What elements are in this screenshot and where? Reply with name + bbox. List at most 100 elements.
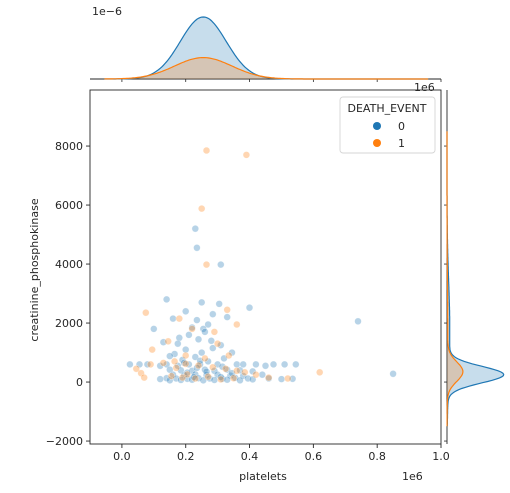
scatter-point-series-0 [207,337,215,345]
legend: DEATH_EVENT 0 1 [339,96,436,154]
scatter-point-series-0 [175,334,183,342]
scatter-point-series-0 [244,374,252,383]
x-axis-label: platelets [239,470,287,483]
scatter-point-series-0 [169,315,177,323]
scatter-point-series-1 [167,372,175,380]
scatter-point-series-0 [201,328,209,336]
top-kde-line-series-1 [104,57,429,80]
scatter-point-series-1 [182,360,190,368]
top-kde-fill-series-0 [104,17,429,79]
scatter-point-series-1 [148,346,156,354]
scatter-point-series-0 [220,354,228,362]
scatter-point-series-1 [265,374,273,382]
top-marginal-multiplier-label: 1e−6 [92,5,122,18]
scatter-point-series-1 [172,364,180,372]
scatter-point-series-0 [236,366,244,374]
scatter-point-series-1 [284,374,292,383]
scatter-point-series-0 [245,304,254,312]
scatter-point-series-1 [204,373,212,381]
y-axis-ticks: −2000 0 2000 4000 6000 8000 [46,140,90,448]
scatter-point-series-1 [142,309,150,317]
scatter-point-series-0 [185,360,193,368]
scatter-point-series-1 [188,325,196,333]
y-tick-label: 4000 [55,258,83,271]
y-tick-label: 8000 [55,140,83,153]
scatter-point-series-0 [215,300,223,308]
scatter-point-series-1 [198,205,206,213]
scatter-point-series-0 [191,225,199,233]
scatter-point-series-0 [166,376,174,384]
legend-title: DEATH_EVENT [348,102,427,115]
right-marginal-multiplier-label: 1e6 [414,81,435,94]
scatter-point-series-0 [209,344,217,352]
scatter-point-series-0 [389,370,397,378]
scatter-point-series-0 [188,367,196,375]
x-tick-label: 0.2 [177,450,195,463]
scatter-point-series-1 [191,374,199,383]
scatter-point-series-1 [171,357,179,365]
scatter-point-series-1 [175,315,183,323]
scatter-point-series-0 [209,310,217,318]
y-tick-label: −2000 [46,435,83,448]
plot-frame [89,89,442,445]
x-tick-label: 1.0 [432,450,450,463]
scatter-point-series-1 [132,365,140,373]
scatter-points [126,146,397,384]
scatter-point-series-0 [143,360,151,368]
legend-label-0: 0 [398,120,405,133]
scatter-point-series-0 [217,373,225,381]
scatter-point-series-1 [230,374,238,382]
x-tick-label: 0.4 [241,450,259,463]
scatter-point-series-0 [177,366,185,374]
scatter-point-series-1 [202,146,211,155]
scatter-point-series-0 [199,376,207,384]
right-kde-fill-series-0 [447,131,504,427]
scatter-point-series-1 [214,340,222,348]
scatter-point-series-1 [223,306,231,314]
scatter-point-series-0 [183,369,191,377]
scatter-point-series-0 [174,340,182,348]
scatter-point-series-0 [269,360,278,368]
x-tick-label: 0.8 [368,450,386,463]
right-kde-fill-series-1 [447,131,463,427]
scatter-point-series-0 [193,244,201,252]
top-kde-fill-series-1 [104,57,429,79]
scatter-point-series-1 [316,368,324,376]
y-axis-label: creatinine_phosphokinase [28,198,41,341]
scatter-point-series-0 [236,376,244,384]
scatter-point-series-0 [194,374,203,382]
y-tick-label: 0 [76,376,83,389]
scatter-point-series-0 [281,360,289,368]
scatter-point-series-0 [233,360,241,368]
scatter-point-series-1 [137,369,145,377]
scatter-point-series-0 [182,346,190,354]
scatter-point-series-1 [222,365,230,373]
scatter-point-series-1 [242,151,250,159]
scatter-point-series-0 [217,261,225,269]
x-tick-label: 0.6 [305,450,323,463]
x-axis-ticks: 0.0 0.2 0.4 0.6 0.8 1.0 [113,444,450,463]
y-tick-label: 6000 [55,199,83,212]
scatter-point-series-0 [223,376,231,384]
scatter-point-series-1 [225,351,233,360]
scatter-point-series-0 [204,357,212,365]
scatter-point-series-0 [182,307,190,315]
scatter-point-series-1 [140,374,148,382]
scatter-point-series-0 [292,360,300,368]
scatter-point-series-0 [196,357,204,365]
scatter-point-series-0 [150,325,158,333]
scatter-point-series-0 [198,298,206,306]
scatter-point-series-0 [193,316,201,324]
scatter-point-series-0 [156,375,164,383]
scatter-point-series-0 [228,349,236,357]
scatter-point-series-1 [217,375,225,383]
scatter-point-series-1 [210,328,218,336]
scatter-point-series-0 [204,320,212,329]
scatter-point-series-0 [239,360,247,368]
x-axis-multiplier-label: 1e6 [402,470,423,483]
scatter-point-series-0 [258,371,266,379]
scatter-point-series-0 [191,353,199,361]
scatter-point-series-1 [252,371,260,379]
scatter-point-series-0 [354,317,362,325]
